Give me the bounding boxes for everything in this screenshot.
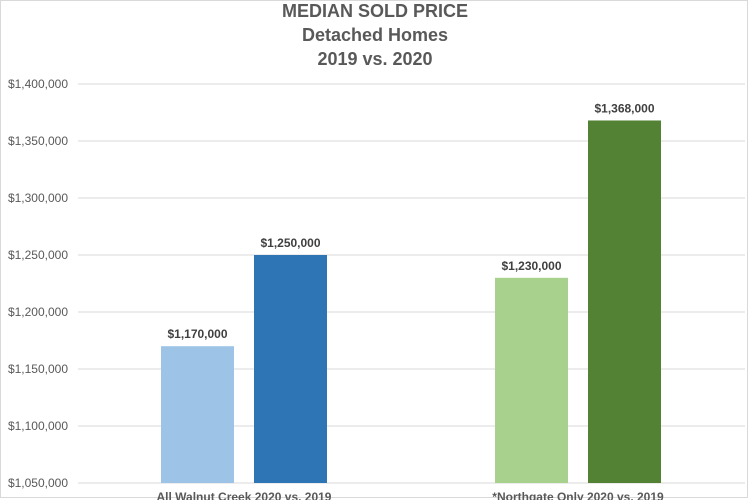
y-tick-label: $1,200,000 xyxy=(8,305,68,319)
y-tick-label: $1,250,000 xyxy=(8,248,68,262)
bar xyxy=(254,255,327,483)
chart-title: MEDIAN SOLD PRICE xyxy=(281,1,468,21)
bar xyxy=(495,277,568,483)
y-tick-label: $1,150,000 xyxy=(8,362,68,376)
chart-subtitle-years: 2019 vs. 2020 xyxy=(317,49,433,69)
bar xyxy=(161,346,234,483)
chart-subtitle: Detached Homes xyxy=(301,25,449,45)
x-category-label: *Northgate Only 2020 vs. 2019 xyxy=(492,490,664,500)
y-tick-label: $1,400,000 xyxy=(8,77,68,91)
x-category-label: All Walnut Creek 2020 vs. 2019 xyxy=(157,490,332,500)
data-label: $1,250,000 xyxy=(260,236,320,250)
y-tick-label: $1,300,000 xyxy=(8,191,68,205)
bar xyxy=(588,120,661,483)
y-tick-label: $1,350,000 xyxy=(8,134,68,148)
y-tick-label: $1,050,000 xyxy=(8,476,68,490)
y-tick-label: $1,100,000 xyxy=(8,419,68,433)
data-label: $1,230,000 xyxy=(501,259,561,273)
data-label: $1,170,000 xyxy=(167,327,227,341)
data-label: $1,368,000 xyxy=(594,101,654,115)
